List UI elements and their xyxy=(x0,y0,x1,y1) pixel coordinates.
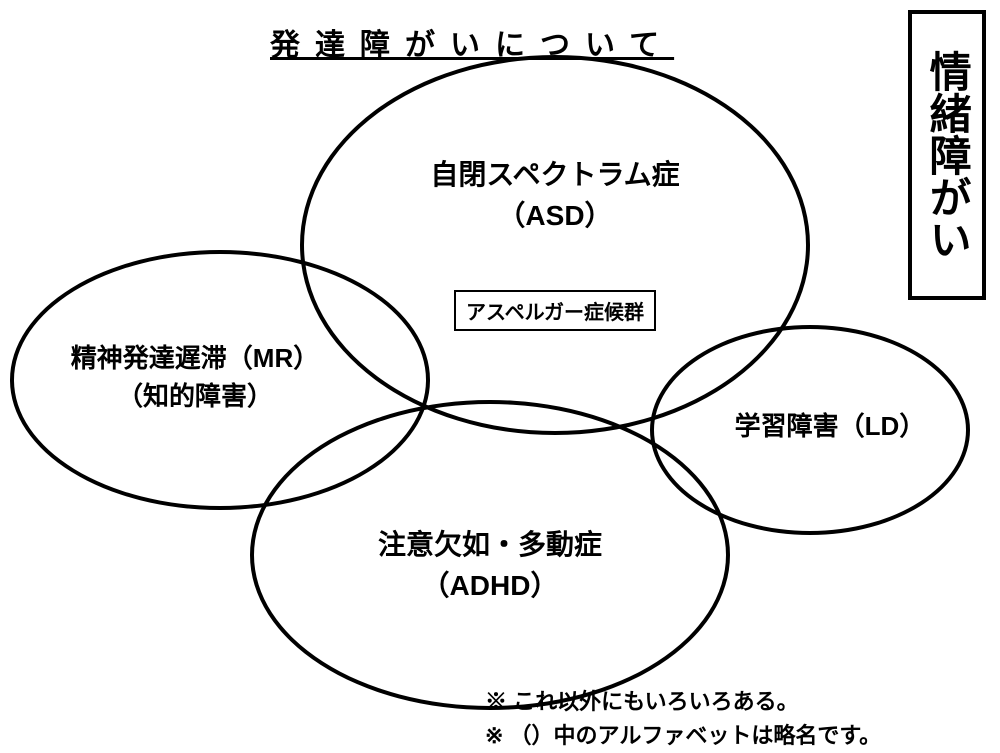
label-adhd-line1: 注意欠如・多動症 xyxy=(378,529,602,560)
label-mr: 精神発達遅滞（MR） （知的障害） xyxy=(71,340,319,415)
label-mr-line1: 精神発達遅滞（MR） xyxy=(71,343,319,373)
diagram-title: 発達障がいについて xyxy=(270,20,674,64)
label-ld: 学習障害（LD） xyxy=(735,408,926,446)
footnote: ※ これ以外にもいろいろある。 ※ （）中のアルファベットは略名です。 xyxy=(485,685,881,753)
label-adhd: 注意欠如・多動症 （ADHD） xyxy=(378,525,602,606)
label-ld-line1: 学習障害（LD） xyxy=(735,411,926,441)
label-asd: 自閉スペクトラム症 （ASD） xyxy=(430,155,679,236)
side-box-emotional-disorder: 情緒障がい xyxy=(908,10,986,300)
label-asd-line2: （ASD） xyxy=(497,200,612,231)
label-adhd-line2: （ADHD） xyxy=(422,570,559,601)
label-mr-line2: （知的障害） xyxy=(117,381,273,411)
footnote-line1: ※ これ以外にもいろいろある。 xyxy=(485,689,799,714)
rect-label-asperger: アスペルガー症候群 xyxy=(454,290,656,331)
footnote-line2: ※ （）中のアルファベットは略名です。 xyxy=(485,723,881,748)
label-asd-line1: 自閉スペクトラム症 xyxy=(430,159,679,190)
